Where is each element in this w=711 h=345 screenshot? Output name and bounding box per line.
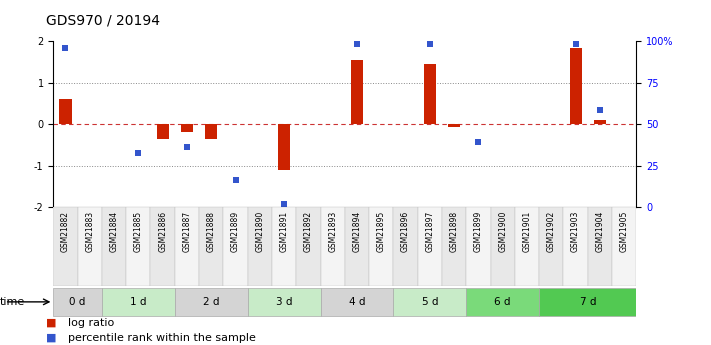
Text: GSM21898: GSM21898 bbox=[449, 211, 459, 252]
FancyBboxPatch shape bbox=[539, 207, 563, 286]
Text: GSM21894: GSM21894 bbox=[353, 211, 361, 252]
Bar bbox=[205, 124, 218, 139]
Text: GSM21895: GSM21895 bbox=[377, 211, 386, 252]
Text: 4 d: 4 d bbox=[348, 297, 365, 307]
Text: 6 d: 6 d bbox=[494, 297, 511, 307]
FancyBboxPatch shape bbox=[102, 288, 175, 316]
Text: GSM21904: GSM21904 bbox=[595, 211, 604, 252]
FancyBboxPatch shape bbox=[223, 207, 247, 286]
FancyBboxPatch shape bbox=[77, 207, 102, 286]
FancyBboxPatch shape bbox=[515, 207, 539, 286]
Text: GSM21903: GSM21903 bbox=[571, 211, 580, 252]
FancyBboxPatch shape bbox=[491, 207, 515, 286]
Text: GDS970 / 20194: GDS970 / 20194 bbox=[46, 13, 160, 28]
Text: 1 d: 1 d bbox=[130, 297, 146, 307]
FancyBboxPatch shape bbox=[127, 207, 151, 286]
FancyBboxPatch shape bbox=[345, 207, 369, 286]
Text: GSM21886: GSM21886 bbox=[158, 211, 167, 252]
Text: GSM21883: GSM21883 bbox=[85, 211, 95, 252]
Text: GSM21891: GSM21891 bbox=[279, 211, 289, 252]
Text: log ratio: log ratio bbox=[68, 318, 114, 327]
Text: 0 d: 0 d bbox=[70, 297, 86, 307]
FancyBboxPatch shape bbox=[442, 207, 466, 286]
FancyBboxPatch shape bbox=[588, 207, 612, 286]
Text: GSM21889: GSM21889 bbox=[231, 211, 240, 252]
Text: percentile rank within the sample: percentile rank within the sample bbox=[68, 333, 255, 343]
Text: GSM21901: GSM21901 bbox=[523, 211, 532, 252]
Text: GSM21897: GSM21897 bbox=[425, 211, 434, 252]
Bar bbox=[448, 124, 460, 127]
FancyBboxPatch shape bbox=[175, 207, 199, 286]
Bar bbox=[424, 64, 436, 124]
FancyBboxPatch shape bbox=[418, 207, 442, 286]
FancyBboxPatch shape bbox=[247, 207, 272, 286]
Bar bbox=[60, 99, 72, 124]
FancyBboxPatch shape bbox=[612, 207, 636, 286]
Text: GSM21900: GSM21900 bbox=[498, 211, 507, 252]
Text: GSM21896: GSM21896 bbox=[401, 211, 410, 252]
Bar bbox=[351, 60, 363, 124]
FancyBboxPatch shape bbox=[199, 207, 223, 286]
FancyBboxPatch shape bbox=[151, 207, 175, 286]
Bar bbox=[594, 120, 606, 124]
FancyBboxPatch shape bbox=[393, 288, 466, 316]
Text: GSM21899: GSM21899 bbox=[474, 211, 483, 252]
FancyBboxPatch shape bbox=[563, 207, 588, 286]
FancyBboxPatch shape bbox=[393, 207, 418, 286]
FancyBboxPatch shape bbox=[247, 288, 321, 316]
Text: 7 d: 7 d bbox=[579, 297, 596, 307]
Text: GSM21888: GSM21888 bbox=[207, 211, 215, 252]
Text: ■: ■ bbox=[46, 333, 57, 343]
FancyBboxPatch shape bbox=[466, 207, 491, 286]
Text: GSM21892: GSM21892 bbox=[304, 211, 313, 252]
Text: GSM21905: GSM21905 bbox=[620, 211, 629, 252]
FancyBboxPatch shape bbox=[53, 288, 102, 316]
FancyBboxPatch shape bbox=[321, 207, 345, 286]
Text: GSM21882: GSM21882 bbox=[61, 211, 70, 252]
Text: 5 d: 5 d bbox=[422, 297, 438, 307]
FancyBboxPatch shape bbox=[321, 288, 393, 316]
FancyBboxPatch shape bbox=[296, 207, 321, 286]
Bar bbox=[278, 124, 290, 170]
FancyBboxPatch shape bbox=[175, 288, 247, 316]
Text: 3 d: 3 d bbox=[276, 297, 292, 307]
Text: GSM21885: GSM21885 bbox=[134, 211, 143, 252]
Bar bbox=[570, 48, 582, 124]
Text: ■: ■ bbox=[46, 318, 57, 327]
Text: GSM21902: GSM21902 bbox=[547, 211, 556, 252]
FancyBboxPatch shape bbox=[539, 288, 636, 316]
Text: GSM21884: GSM21884 bbox=[109, 211, 119, 252]
Text: GSM21887: GSM21887 bbox=[183, 211, 191, 252]
FancyBboxPatch shape bbox=[466, 288, 539, 316]
Text: time: time bbox=[0, 297, 26, 307]
Bar bbox=[181, 124, 193, 132]
FancyBboxPatch shape bbox=[272, 207, 296, 286]
Text: GSM21893: GSM21893 bbox=[328, 211, 337, 252]
FancyBboxPatch shape bbox=[369, 207, 393, 286]
Bar bbox=[156, 124, 169, 139]
Text: 2 d: 2 d bbox=[203, 297, 220, 307]
FancyBboxPatch shape bbox=[53, 207, 77, 286]
FancyBboxPatch shape bbox=[102, 207, 127, 286]
Text: GSM21890: GSM21890 bbox=[255, 211, 264, 252]
